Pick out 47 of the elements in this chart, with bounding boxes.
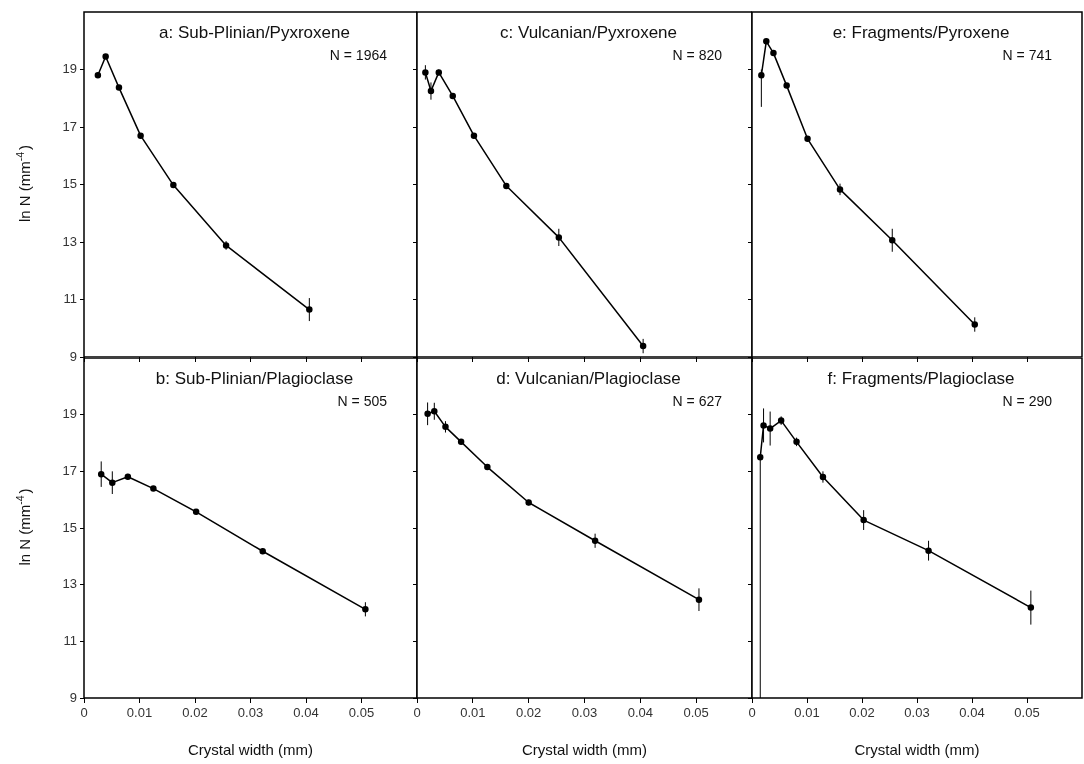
- x-tick-label: 0.05: [348, 705, 375, 721]
- y-tick-label: 11: [63, 291, 77, 307]
- x-tick-label: 0.05: [683, 705, 709, 721]
- x-tick-label: 0.01: [460, 705, 486, 721]
- y-tick-label: 11: [63, 632, 77, 648]
- text: d: Vulcanian/Plagioclase: [496, 369, 681, 388]
- text: f: Fragments/Plagioclase: [827, 369, 1015, 388]
- text: b: Sub-Plinian/Plagioclase: [155, 369, 354, 388]
- y-axis-title: ln N (mm-4): [14, 488, 33, 566]
- annotation: N = 505: [337, 393, 388, 409]
- annotation: N = 290: [1002, 393, 1053, 409]
- x-tick-label: 0.04: [627, 705, 653, 721]
- x-tick-label: 0.02: [849, 705, 875, 721]
- x-tick-label: 0.01: [126, 705, 153, 721]
- x-tick-label: 0.02: [182, 705, 208, 721]
- text: c: Vulcanian/Pyxroxene: [499, 23, 678, 42]
- annotation: N = 741: [1002, 47, 1053, 63]
- annotation: N = 627: [672, 393, 723, 409]
- x-tick-label: 0.02: [516, 705, 542, 721]
- x-tick-label: 0.03: [237, 705, 264, 721]
- text: a: Sub-Plinian/Pyxroxene: [159, 23, 350, 42]
- y-tick-label: 9: [69, 348, 77, 364]
- x-axis-title: Crystal width (mm): [521, 741, 648, 759]
- x-tick-label: 0.03: [571, 705, 598, 721]
- text: e: Fragments/Pyroxene: [832, 23, 1010, 42]
- annotation: N = 820: [672, 47, 723, 63]
- y-tick-label: 13: [62, 233, 77, 249]
- x-tick-label: 0.01: [794, 705, 820, 721]
- y-tick-label: 15: [62, 176, 77, 192]
- x-tick-label: 0.04: [293, 705, 319, 721]
- x-tick-label: 0.03: [904, 705, 930, 721]
- x-tick-label: 0: [748, 705, 756, 721]
- x-axis-title: Crystal width (mm): [854, 741, 980, 759]
- y-axis-title: ln N (mm-4): [14, 144, 33, 223]
- y-tick-label: 15: [62, 519, 77, 535]
- y-tick-label: 13: [62, 576, 77, 592]
- y-tick-label: 19: [62, 406, 77, 422]
- x-tick-label: 0: [80, 705, 88, 721]
- x-tick-label: 0.05: [1014, 705, 1040, 721]
- annotation: N = 1964: [329, 47, 388, 63]
- x-tick-label: 0: [413, 705, 421, 721]
- y-tick-label: 17: [62, 118, 77, 134]
- y-tick-label: 19: [62, 61, 77, 77]
- y-tick-label: 17: [62, 462, 77, 478]
- y-tick-label: 9: [69, 689, 77, 705]
- x-tick-label: 0.04: [959, 705, 985, 721]
- x-axis-title: Crystal width (mm): [187, 741, 314, 759]
